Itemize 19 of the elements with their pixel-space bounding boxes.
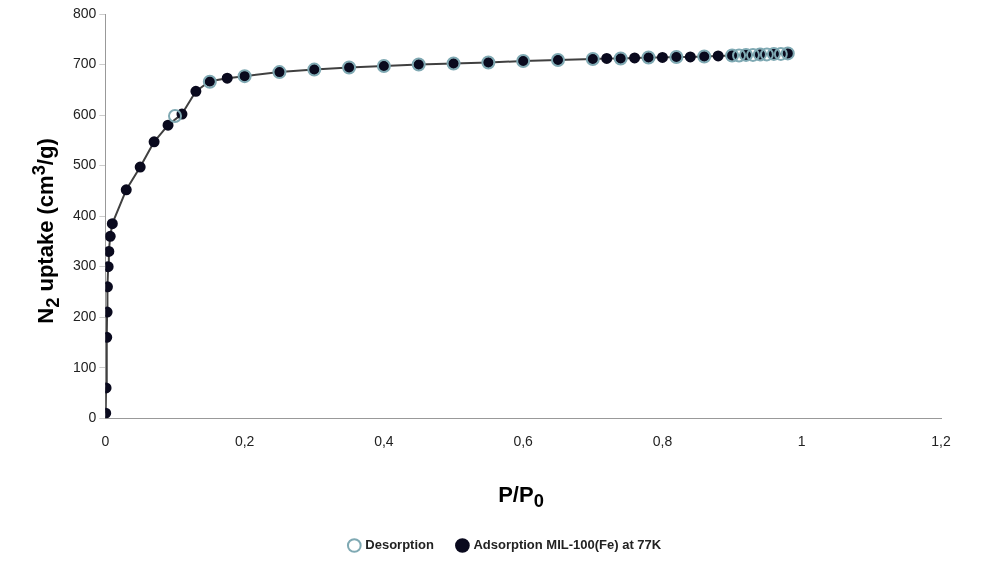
y-tick-label: 0 xyxy=(88,409,97,426)
x-tick-label: 0,2 xyxy=(234,433,255,450)
y-tick-label: 500 xyxy=(73,156,97,173)
x-tick-label: 0 xyxy=(101,433,110,450)
x-tick-label: 1 xyxy=(797,433,806,450)
x-tick-label: 0,4 xyxy=(374,433,394,450)
x-tick-label: 0,6 xyxy=(513,433,534,450)
y-tick-label: 200 xyxy=(73,308,97,325)
y-tick-label: 600 xyxy=(73,105,97,122)
y-tick-label: 100 xyxy=(73,358,97,375)
x-tick-label: 0,8 xyxy=(652,433,673,450)
y-tick-label: 700 xyxy=(73,55,97,72)
y-tick-label: 300 xyxy=(73,257,97,274)
legend-label: Adsorption MIL-100(Fe) at 77K xyxy=(473,537,662,553)
y-tick-label: 400 xyxy=(73,206,97,223)
x-tick-label: 1,2 xyxy=(931,433,951,450)
y-tick-label: 800 xyxy=(73,4,97,21)
x-axis-title: P/P$_{0}$ xyxy=(498,482,544,513)
legend-label: Desorption xyxy=(365,537,434,553)
